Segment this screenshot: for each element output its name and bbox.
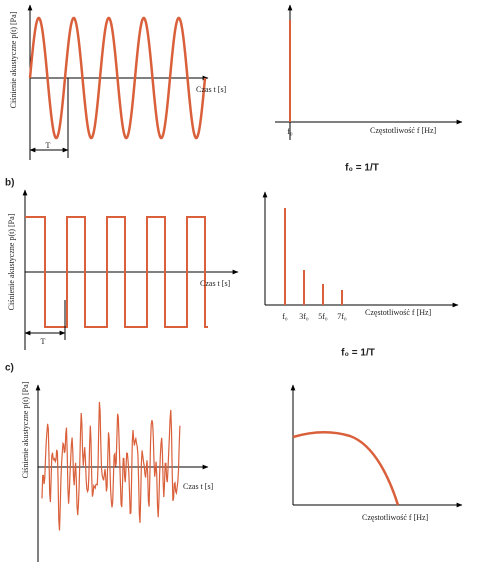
freq-tick: f₀ (287, 127, 293, 136)
x-axis-label: Czas t [s] (196, 85, 227, 94)
y-axis-label: Ciśnienie akustyczne p(t) [Pa] (21, 381, 30, 478)
noise-wave (41, 401, 181, 531)
spectrum-curve (292, 431, 400, 506)
period-label: T (46, 141, 51, 150)
freq-tick: f₀ (282, 312, 288, 321)
y-axis-label: Ciśnienie akustyczne p(t) [Pa] (7, 213, 16, 310)
period-label: T (41, 337, 46, 346)
panel-label: c) (5, 363, 14, 374)
x-axis-label: Czas t [s] (200, 279, 231, 288)
formula: f₀ = 1/T (345, 163, 379, 174)
sine-wave (28, 16, 207, 140)
panel-label: b) (5, 178, 14, 189)
freq-tick: 7f₀ (337, 312, 347, 321)
formula: f₀ = 1/T (341, 348, 375, 359)
shapes (22, 4, 463, 562)
x-axis-label: Czas t [s] (183, 482, 214, 491)
freq-axis-label: Częstotliwość f [Hz] (362, 513, 429, 522)
y-axis-label: Ciśnienie akustyczne p(t) [Pa] (9, 11, 18, 108)
freq-axis-label: Częstotliwość f [Hz] (370, 126, 437, 135)
square-wave (25, 216, 208, 328)
freq-axis-label: Częstotliwość f [Hz] (365, 308, 432, 317)
freq-tick: 3f₀ (299, 312, 309, 321)
freq-tick: 5f₀ (318, 312, 328, 321)
